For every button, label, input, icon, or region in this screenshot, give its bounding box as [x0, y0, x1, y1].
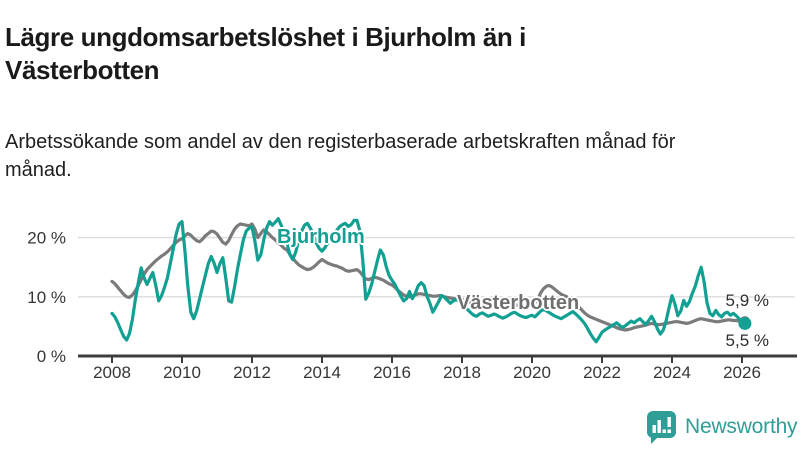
x-axis-label-2012: 2012 — [233, 363, 271, 382]
bjurholm-end-dot — [738, 316, 752, 330]
x-axis-label-2010: 2010 — [163, 363, 201, 382]
chart-subtitle: Arbetssökande som andel av den registerb… — [5, 131, 676, 181]
y-axis-label-20: 20 % — [27, 229, 66, 248]
series-label-bjurholm: Bjurholm — [277, 226, 365, 248]
bjurholm-line — [110, 217, 747, 344]
x-axis-label-2026: 2026 — [723, 363, 761, 382]
series-label-vasterbotten: Västerbotten — [457, 292, 580, 314]
page-title: Lägre ungdomsarbetslöshet i Bjurholm än … — [5, 22, 527, 85]
x-axis-label-2024: 2024 — [653, 363, 691, 382]
x-axis-label-2014: 2014 — [303, 363, 341, 382]
y-axis-label-0: 0 % — [37, 347, 66, 366]
x-axis-label-2018: 2018 — [443, 363, 481, 382]
bar-chart-speech-bubble-icon — [647, 411, 676, 444]
x-axis-label-2022: 2022 — [583, 363, 621, 382]
x-axis-label-2016: 2016 — [373, 363, 411, 382]
newsworthy-logo-text: Newsworthy — [685, 415, 798, 438]
newsworthy-logo[interactable]: Newsworthy — [644, 409, 798, 445]
y-axis-label-10: 10 % — [27, 288, 66, 307]
x-axis-label-2020: 2020 — [513, 363, 551, 382]
end-value-label-vasterbotten: 5,9 % — [725, 291, 769, 310]
end-value-label-bjurholm: 5,5 % — [725, 331, 769, 350]
x-axis-label-2008: 2008 — [93, 363, 131, 382]
vasterbotten-line — [110, 222, 747, 332]
